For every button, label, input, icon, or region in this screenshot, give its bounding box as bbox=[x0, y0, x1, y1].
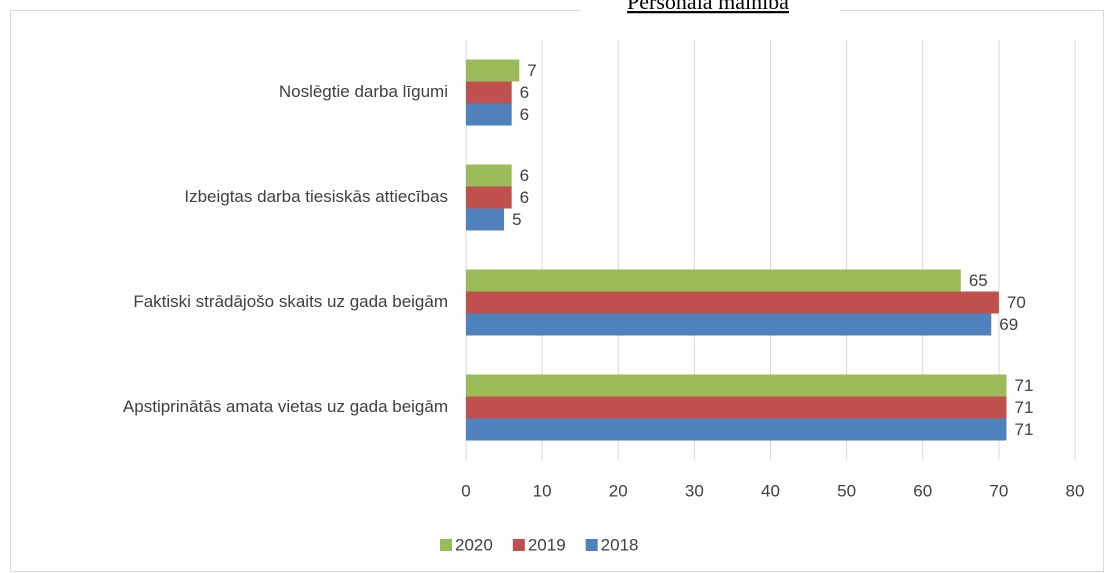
bar bbox=[466, 269, 961, 292]
legend-label: 2018 bbox=[601, 535, 639, 554]
title-backdrop bbox=[580, 0, 840, 16]
bar bbox=[466, 81, 512, 104]
legend-label: 2020 bbox=[455, 535, 493, 554]
bar bbox=[466, 418, 1007, 441]
data-label: 69 bbox=[999, 315, 1018, 334]
x-tick-label: 50 bbox=[837, 481, 856, 500]
y-tick-label: Izbeigtas darba tiesiskās attiecības bbox=[184, 187, 448, 206]
legend-label: 2019 bbox=[528, 535, 566, 554]
data-label: 65 bbox=[969, 271, 988, 290]
bar bbox=[466, 164, 512, 187]
data-label: 70 bbox=[1007, 293, 1026, 312]
y-tick-label: Apstiprinātās amata vietas uz gada beigā… bbox=[123, 397, 448, 416]
bar bbox=[466, 103, 512, 126]
x-tick-label: 30 bbox=[685, 481, 704, 500]
bar bbox=[466, 186, 512, 209]
x-tick-label: 0 bbox=[461, 481, 470, 500]
y-tick-label: Faktiski strādājošo skaits uz gada beigā… bbox=[133, 292, 448, 311]
data-label: 6 bbox=[520, 166, 529, 185]
bar bbox=[466, 59, 520, 82]
x-tick-label: 40 bbox=[761, 481, 780, 500]
data-label: 71 bbox=[1014, 376, 1033, 395]
data-label: 71 bbox=[1014, 420, 1033, 439]
data-label: 7 bbox=[527, 61, 536, 80]
bar bbox=[466, 396, 1007, 419]
y-tick-label: Noslēgtie darba līgumi bbox=[279, 82, 448, 101]
data-label: 6 bbox=[520, 188, 529, 207]
bar bbox=[466, 374, 1007, 397]
data-label: 6 bbox=[520, 105, 529, 124]
chart-title: Personāla mainība bbox=[627, 0, 789, 14]
data-label: 6 bbox=[520, 83, 529, 102]
legend-swatch bbox=[585, 539, 598, 551]
bar bbox=[466, 313, 992, 336]
legend-swatch bbox=[440, 539, 452, 551]
x-tick-label: 80 bbox=[1066, 481, 1085, 500]
x-tick-label: 60 bbox=[913, 481, 932, 500]
data-label: 71 bbox=[1014, 398, 1033, 417]
data-label: 5 bbox=[512, 210, 521, 229]
x-tick-label: 10 bbox=[533, 481, 552, 500]
bar bbox=[466, 291, 999, 314]
bar bbox=[466, 208, 505, 231]
x-tick-label: 20 bbox=[609, 481, 628, 500]
legend-swatch bbox=[512, 539, 525, 551]
x-tick-label: 70 bbox=[989, 481, 1008, 500]
